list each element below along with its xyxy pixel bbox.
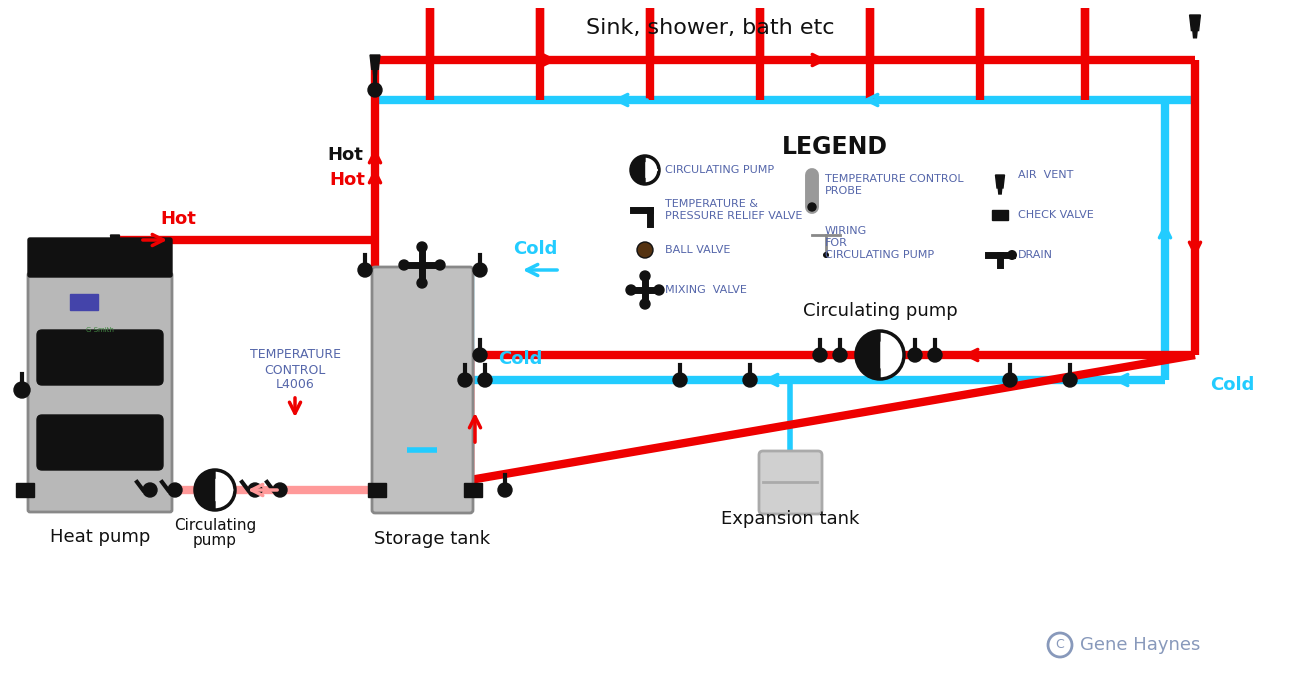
Circle shape <box>833 348 848 362</box>
Text: C: C <box>1056 639 1064 652</box>
Polygon shape <box>216 479 233 501</box>
Circle shape <box>640 271 651 281</box>
Text: Hot: Hot <box>329 171 365 189</box>
Wedge shape <box>857 332 880 378</box>
Text: Expansion tank: Expansion tank <box>721 510 859 528</box>
FancyBboxPatch shape <box>38 415 163 470</box>
Polygon shape <box>645 162 657 178</box>
Text: WIRING
FOR
CIRCULATING PUMP: WIRING FOR CIRCULATING PUMP <box>826 226 934 259</box>
Text: Circulating pump: Circulating pump <box>802 302 958 320</box>
Circle shape <box>1063 373 1077 387</box>
Circle shape <box>908 348 921 362</box>
Circle shape <box>273 483 286 497</box>
Circle shape <box>855 331 905 379</box>
Circle shape <box>143 483 157 497</box>
Text: AIR  VENT: AIR VENT <box>1017 170 1073 180</box>
Polygon shape <box>373 69 377 76</box>
Text: TEMPERATURE
CONTROL
L4006: TEMPERATURE CONTROL L4006 <box>250 349 341 392</box>
Circle shape <box>14 382 30 398</box>
Wedge shape <box>196 471 215 509</box>
Circle shape <box>194 470 235 510</box>
Circle shape <box>358 263 372 277</box>
Text: Cold: Cold <box>513 240 557 258</box>
Polygon shape <box>16 483 34 497</box>
Text: LEGEND: LEGEND <box>781 135 888 159</box>
Circle shape <box>823 252 829 258</box>
Text: BALL VALVE: BALL VALVE <box>665 245 731 255</box>
Polygon shape <box>995 175 1004 188</box>
Circle shape <box>673 373 687 387</box>
Polygon shape <box>368 483 386 497</box>
Circle shape <box>417 242 426 252</box>
Circle shape <box>168 483 181 497</box>
Circle shape <box>1003 373 1017 387</box>
Circle shape <box>478 373 492 387</box>
Text: TEMPERATURE CONTROL
PROBE: TEMPERATURE CONTROL PROBE <box>826 174 964 196</box>
Text: CHECK VALVE: CHECK VALVE <box>1017 210 1094 220</box>
Circle shape <box>457 373 472 387</box>
Text: TEMPERATURE &
PRESSURE RELIEF VALVE: TEMPERATURE & PRESSURE RELIEF VALVE <box>665 200 802 221</box>
Polygon shape <box>881 342 902 368</box>
Circle shape <box>1007 250 1017 260</box>
Circle shape <box>631 156 658 184</box>
Bar <box>70 294 98 310</box>
Circle shape <box>743 373 757 387</box>
FancyBboxPatch shape <box>372 267 473 513</box>
Text: DRAIN: DRAIN <box>1017 250 1052 260</box>
Text: Hot: Hot <box>159 210 196 228</box>
Circle shape <box>654 285 664 295</box>
Text: Cold: Cold <box>1210 376 1255 394</box>
Polygon shape <box>991 210 1008 220</box>
Text: MIXING  VALVE: MIXING VALVE <box>665 285 746 295</box>
Polygon shape <box>110 235 119 248</box>
Text: Circulating: Circulating <box>174 518 257 533</box>
Text: pump: pump <box>193 533 237 548</box>
FancyBboxPatch shape <box>759 451 822 514</box>
FancyBboxPatch shape <box>38 330 163 385</box>
Text: CIRCULATING PUMP: CIRCULATING PUMP <box>665 165 774 175</box>
Circle shape <box>640 299 651 309</box>
Polygon shape <box>464 483 482 497</box>
Circle shape <box>498 483 512 497</box>
Circle shape <box>638 242 653 258</box>
Text: Sink, shower, bath etc: Sink, shower, bath etc <box>586 18 835 38</box>
Circle shape <box>399 260 410 270</box>
FancyBboxPatch shape <box>29 238 172 277</box>
Polygon shape <box>371 55 380 69</box>
Text: Hot: Hot <box>327 146 363 164</box>
Circle shape <box>928 348 942 362</box>
FancyBboxPatch shape <box>29 273 172 512</box>
Text: G Smith: G Smith <box>86 327 114 333</box>
Circle shape <box>807 203 816 211</box>
Polygon shape <box>1190 15 1200 31</box>
Text: Storage tank: Storage tank <box>375 530 490 548</box>
Text: Cold: Cold <box>498 350 542 368</box>
Circle shape <box>248 483 262 497</box>
Polygon shape <box>113 248 117 254</box>
Circle shape <box>626 285 636 295</box>
Circle shape <box>813 348 827 362</box>
Text: Heat pump: Heat pump <box>49 528 150 546</box>
Polygon shape <box>998 188 1002 194</box>
Circle shape <box>473 348 487 362</box>
Circle shape <box>417 278 426 288</box>
Circle shape <box>368 83 382 97</box>
Circle shape <box>473 263 487 277</box>
Polygon shape <box>1192 31 1198 38</box>
Circle shape <box>435 260 445 270</box>
Wedge shape <box>632 157 645 183</box>
Text: Gene Haynes: Gene Haynes <box>1080 636 1200 654</box>
